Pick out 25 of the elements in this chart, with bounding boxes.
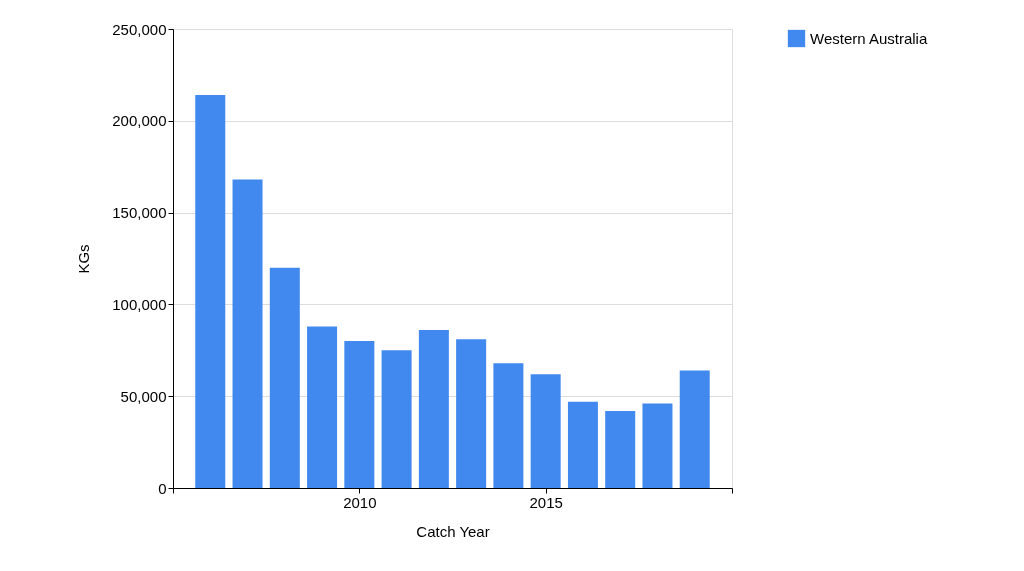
bar <box>418 330 449 488</box>
bar <box>567 401 598 488</box>
bar <box>605 410 636 488</box>
bar <box>269 267 300 488</box>
y-tick-label: 200,000 <box>112 112 167 130</box>
x-axis-title: Catch Year <box>416 522 490 540</box>
bar <box>344 341 375 488</box>
bar <box>530 374 561 488</box>
y-tick-label: 100,000 <box>112 295 167 313</box>
bar <box>232 179 263 488</box>
bar <box>381 350 412 488</box>
x-tick-label: 2015 <box>529 493 563 511</box>
bar <box>195 95 226 488</box>
bar <box>493 363 524 488</box>
bar <box>679 370 710 488</box>
bar <box>456 339 487 488</box>
legend-label: Western Australia <box>810 29 928 47</box>
y-axis-title: KGs <box>75 244 93 274</box>
y-tick-label: 0 <box>158 479 167 497</box>
x-tick-label: 2010 <box>343 493 377 511</box>
y-tick-label: 250,000 <box>112 20 167 38</box>
bar <box>642 403 673 488</box>
bar <box>307 326 338 488</box>
y-tick-label: 50,000 <box>120 387 167 405</box>
y-tick-label: 150,000 <box>112 204 167 222</box>
